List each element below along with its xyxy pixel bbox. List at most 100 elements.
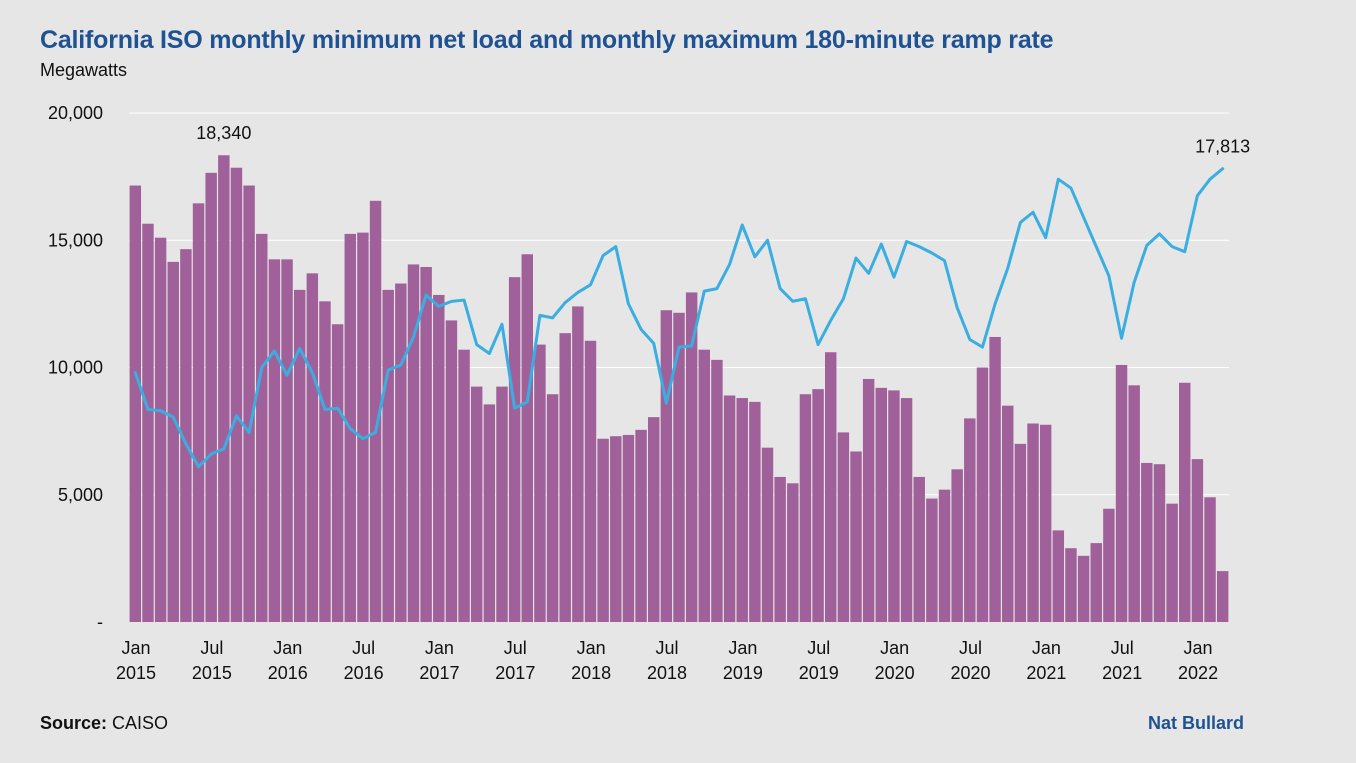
bar	[1153, 464, 1166, 622]
chart-title: California ISO monthly minimum net load …	[40, 26, 1054, 54]
y-tick-label: 10,000	[48, 358, 103, 378]
x-tick-label: 2016	[344, 663, 384, 683]
bar	[382, 289, 394, 622]
bar	[584, 340, 597, 622]
bar	[913, 476, 925, 622]
bar	[281, 259, 293, 622]
bar	[1002, 405, 1014, 622]
bar	[1052, 530, 1065, 622]
bar	[951, 469, 963, 622]
bar	[319, 301, 331, 622]
bar	[268, 259, 281, 622]
x-tick-label: 2017	[419, 663, 459, 683]
bar	[496, 386, 508, 622]
bar	[799, 394, 812, 622]
y-axis: 20,000 15,000 10,000 5,000 -	[48, 103, 103, 632]
x-axis: Jan 2015 Jul 2015 Jan 2016 Jul 2016 Jan 2017 Jul 20…	[116, 638, 1218, 683]
bar	[711, 359, 723, 622]
bar	[192, 203, 205, 622]
x-tick-label: 2020	[950, 663, 990, 683]
bar	[850, 451, 862, 622]
bar	[508, 277, 521, 622]
x-tick-label: 2019	[723, 663, 763, 683]
x-tick-label: Jan	[1184, 638, 1213, 658]
bar	[1204, 497, 1216, 622]
bar	[888, 390, 900, 622]
x-tick-label: Jan	[880, 638, 909, 658]
chart-subtitle: Megawatts	[40, 60, 128, 80]
bar	[142, 223, 154, 622]
bar	[407, 264, 420, 622]
x-tick-label: 2020	[875, 663, 915, 683]
bar	[180, 249, 192, 622]
source-label: Source:	[40, 713, 108, 733]
line-series	[133, 167, 1225, 469]
bar	[698, 349, 711, 622]
bar	[837, 432, 850, 622]
bar	[660, 310, 673, 622]
bar	[1039, 424, 1052, 622]
bar	[445, 320, 458, 622]
y-tick-label: 15,000	[48, 230, 103, 250]
bar	[610, 436, 622, 622]
bar	[483, 404, 496, 622]
bar	[243, 185, 255, 622]
bar	[787, 483, 799, 622]
x-tick-label: 2016	[268, 663, 308, 683]
x-tick-label: Jan	[121, 638, 150, 658]
bar	[1166, 503, 1178, 622]
bar	[1179, 382, 1191, 622]
bar	[395, 283, 407, 622]
x-tick-label: 2018	[647, 663, 687, 683]
bar	[635, 429, 647, 622]
bar	[572, 306, 584, 622]
x-tick-label: Jan	[1032, 638, 1061, 658]
x-tick-label: Jan	[728, 638, 757, 658]
bar	[761, 447, 774, 622]
bar	[331, 324, 344, 622]
x-tick-label: Jul	[1111, 638, 1134, 658]
bar	[989, 336, 1001, 622]
bar	[723, 395, 736, 622]
bar	[546, 394, 559, 622]
data-label: 17,813	[1195, 137, 1250, 157]
author-brand: Nat Bullard	[1147, 713, 1244, 733]
bar	[736, 398, 748, 622]
bar	[306, 273, 319, 622]
bar	[521, 254, 533, 622]
bar	[154, 237, 167, 622]
bar	[900, 398, 913, 622]
bar	[167, 261, 179, 622]
bar	[256, 233, 268, 622]
x-tick-label: 2019	[799, 663, 839, 683]
x-tick-label: 2015	[116, 663, 156, 683]
x-tick-label: 2018	[571, 663, 611, 683]
bar	[1141, 462, 1153, 622]
bar	[1027, 423, 1039, 622]
bar	[458, 349, 470, 622]
bar	[218, 155, 230, 622]
x-tick-label: Jul	[504, 638, 527, 658]
bar	[433, 294, 445, 622]
source-value: CAISO	[112, 713, 169, 733]
bar	[1128, 385, 1140, 622]
bar	[369, 200, 382, 623]
bar	[559, 333, 571, 622]
bar	[774, 476, 786, 622]
x-tick-label: Jul	[352, 638, 375, 658]
bar	[862, 378, 875, 622]
bar	[1216, 571, 1229, 622]
bar	[597, 438, 609, 622]
bar	[825, 352, 837, 622]
bar	[1191, 459, 1204, 622]
bar	[685, 292, 698, 622]
bar	[129, 185, 142, 622]
bar	[357, 232, 369, 623]
bar	[749, 401, 761, 622]
bar	[230, 167, 243, 622]
x-tick-label: Jul	[807, 638, 830, 658]
bar	[647, 417, 660, 622]
x-tick-label: 2021	[1102, 663, 1142, 683]
x-tick-label: Jul	[200, 638, 223, 658]
bar	[622, 434, 635, 622]
